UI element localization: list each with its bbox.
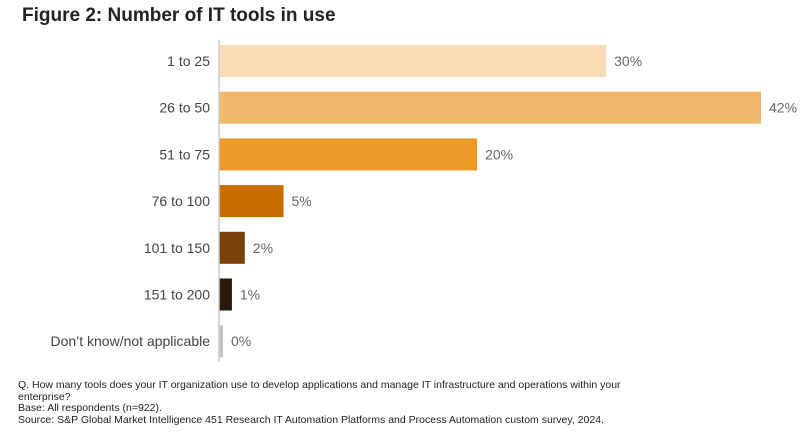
data-label: 5% xyxy=(292,193,312,209)
category-label: 1 to 25 xyxy=(167,53,210,69)
bar xyxy=(219,278,232,311)
bar xyxy=(219,185,284,218)
data-label: 42% xyxy=(769,100,797,116)
footnote-question: Q. How many tools does your IT organizat… xyxy=(18,379,621,403)
data-label: 30% xyxy=(614,53,642,69)
bar xyxy=(219,45,607,77)
category-label: 51 to 75 xyxy=(159,146,210,162)
category-label: 101 to 150 xyxy=(144,240,210,256)
data-label: 20% xyxy=(485,146,513,162)
footnotes: Q. How many tools does your IT organizat… xyxy=(18,379,648,426)
category-label: 151 to 200 xyxy=(144,287,210,303)
footnote-source: Source: S&P Global Market Intelligence 4… xyxy=(18,413,604,426)
category-label: Don’t know/not applicable xyxy=(50,333,210,349)
bar xyxy=(219,138,478,171)
category-label: 26 to 50 xyxy=(159,100,210,116)
data-label: 1% xyxy=(240,287,260,303)
category-label: 76 to 100 xyxy=(152,193,211,209)
bar xyxy=(219,91,761,124)
footnote-base: Base: All respondents (n=922). xyxy=(18,402,162,414)
data-label: 0% xyxy=(231,333,251,349)
chart-title: Figure 2: Number of IT tools in use xyxy=(22,5,336,26)
bar xyxy=(219,325,223,358)
data-label: 2% xyxy=(253,240,273,256)
bar-chart: 1 to 25 30% 26 to 50 42% 51 to 75 20% 76 to 10… xyxy=(50,40,797,362)
bar xyxy=(219,231,245,264)
